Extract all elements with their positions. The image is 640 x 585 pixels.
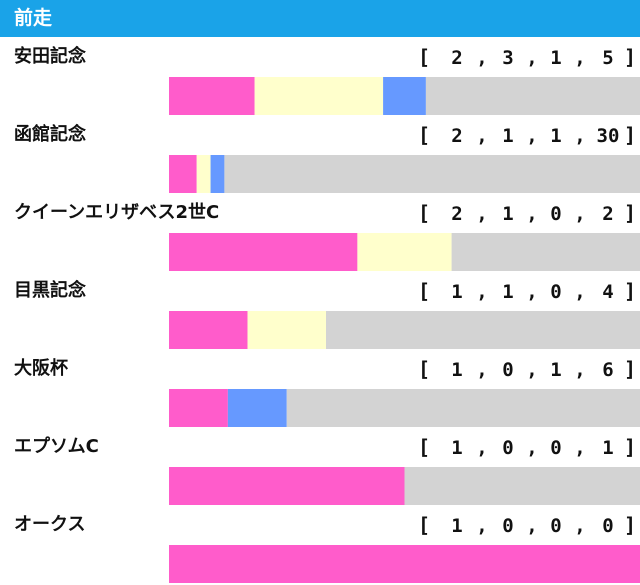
record-separator: ,: [476, 437, 487, 459]
bar-segment: [169, 389, 228, 427]
race-label: 目黒記念: [14, 279, 86, 301]
record-bracket-open: [: [418, 123, 430, 147]
record-value: 1: [550, 359, 561, 381]
bar-segment: [210, 155, 225, 193]
record-value: 4: [602, 281, 613, 303]
record-separator: ,: [526, 47, 537, 69]
record-bracket-open: [: [418, 513, 430, 537]
record-value: 1: [451, 359, 462, 381]
bar-segment: [169, 545, 640, 583]
bar-segment: [425, 77, 640, 115]
bar-segment: [286, 389, 640, 427]
record-value: 1: [550, 125, 561, 147]
record-bracket-open: [: [418, 357, 430, 381]
race-label: 大阪杯: [14, 357, 69, 379]
record-value: 1: [502, 125, 513, 147]
race-label: オークス: [14, 514, 85, 535]
record-value: 30: [597, 125, 620, 147]
record-bracket-close: ]: [624, 357, 636, 381]
record-bracket-open: [: [418, 435, 430, 459]
bar-segment: [169, 233, 358, 271]
record-value: 0: [550, 437, 561, 459]
record-chart: 安田記念 [] 2 3 1 5,, , 函館記念 [] 2 1 1 30,, , クイーンエリザベス2世C […: [14, 45, 640, 583]
record-separator: ,: [574, 281, 585, 303]
record-separator: ,: [476, 281, 487, 303]
record-separator: ,: [574, 47, 585, 69]
race-label: エプソムC: [14, 435, 99, 457]
record-value: 0: [502, 437, 513, 459]
record-value: 3: [502, 47, 513, 69]
record-bracket-close: ]: [624, 201, 636, 225]
record-value: 6: [602, 359, 613, 381]
bar-segment: [404, 467, 640, 505]
record-bracket-open: [: [418, 279, 430, 303]
record-bracket-close: ]: [624, 45, 636, 69]
record-value: 0: [502, 359, 513, 381]
record-value: 5: [602, 47, 613, 69]
record-value: 1: [502, 281, 513, 303]
record-separator: ,: [476, 359, 487, 381]
record-value: 2: [602, 203, 613, 225]
bar-segment: [169, 155, 197, 193]
record-value: 2: [451, 47, 462, 69]
record-separator: ,: [476, 203, 487, 225]
bar-segment: [169, 311, 248, 349]
record-value: 0: [550, 203, 561, 225]
record-bracket-close: ]: [624, 123, 636, 147]
record-separator: ,: [574, 359, 585, 381]
record-value: 0: [550, 281, 561, 303]
record-separator: ,: [574, 515, 585, 537]
record-bracket-open: [: [418, 201, 430, 225]
race-label: 安田記念: [14, 45, 86, 67]
record-value: 1: [550, 47, 561, 69]
record-separator: ,: [574, 437, 585, 459]
record-bracket-close: ]: [624, 513, 636, 537]
record-separator: ,: [574, 203, 585, 225]
record-value: 0: [602, 515, 613, 537]
record-value: 2: [451, 125, 462, 147]
record-separator: ,: [574, 125, 585, 147]
bar-segment: [224, 155, 640, 193]
record-separator: ,: [526, 359, 537, 381]
bar-segment: [227, 389, 287, 427]
bar-segment: [247, 311, 326, 349]
record-separator: ,: [526, 203, 537, 225]
bar-segment: [357, 233, 452, 271]
record-separator: ,: [476, 125, 487, 147]
record-separator: ,: [476, 515, 487, 537]
bar-segment: [169, 77, 255, 115]
record-bracket-open: [: [418, 45, 430, 69]
bar-segment: [326, 311, 640, 349]
record-separator: ,: [526, 125, 537, 147]
record-value: 1: [451, 515, 462, 537]
record-bracket-close: ]: [624, 435, 636, 459]
record-value: 2: [451, 203, 462, 225]
bar-segment: [196, 155, 211, 193]
record-value: 1: [602, 437, 613, 459]
bar-segment: [383, 77, 426, 115]
race-label: 函館記念: [14, 123, 86, 145]
record-separator: ,: [526, 515, 537, 537]
record-value: 0: [502, 515, 513, 537]
bar-segment: [254, 77, 384, 115]
record-separator: ,: [526, 281, 537, 303]
record-value: 1: [451, 281, 462, 303]
bar-segment: [451, 233, 640, 271]
record-value: 1: [451, 437, 462, 459]
header-bar: 前走: [0, 0, 640, 37]
race-label: クイーンエリザベス2世C: [14, 202, 219, 223]
header-title: 前走: [14, 7, 53, 29]
record-separator: ,: [526, 437, 537, 459]
record-value: 1: [502, 203, 513, 225]
record-bracket-close: ]: [624, 279, 636, 303]
record-value: 0: [550, 515, 561, 537]
bar-segment: [169, 467, 405, 505]
record-separator: ,: [476, 47, 487, 69]
